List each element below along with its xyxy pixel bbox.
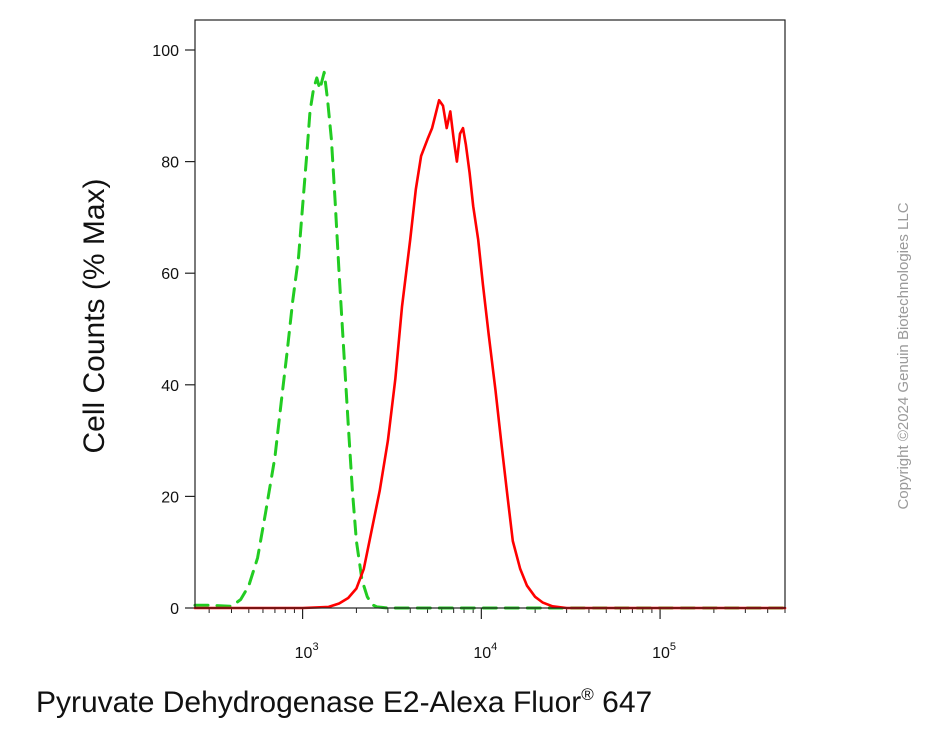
plot-frame — [194, 19, 786, 609]
series-line-1 — [193, 70, 787, 610]
x-tick-label: 105 — [652, 641, 676, 662]
y-tick-label: 40 — [161, 378, 179, 395]
y-axis-ticks: 0 20 40 60 80 100 — [152, 43, 195, 618]
histogram-series — [193, 70, 787, 610]
y-axis-title: Cell Counts (% Max) — [78, 178, 111, 453]
x-tick-label: 103 — [295, 641, 319, 662]
y-tick-label: 60 — [161, 266, 179, 283]
x-tick-label: 104 — [473, 641, 497, 662]
y-tick-label: 100 — [152, 43, 179, 60]
copyright-watermark: Copyright ©2024 Genuin Biotechnologies L… — [895, 202, 912, 509]
x-axis-title-suffix: 647 — [602, 686, 652, 719]
x-axis-ticks: 103 104 105 — [208, 608, 786, 662]
series-line-2 — [193, 98, 787, 610]
x-axis-title-registered-mark: ® — [581, 685, 594, 704]
x-axis-title-space — [594, 686, 602, 719]
x-axis-title: Pyruvate Dehydrogenase E2-Alexa Fluor® 6… — [36, 685, 652, 719]
y-tick-label: 20 — [161, 489, 179, 506]
x-axis-title-main: Pyruvate Dehydrogenase E2-Alexa Fluor — [36, 686, 581, 719]
y-tick-label: 80 — [161, 155, 179, 172]
y-tick-label: 0 — [170, 601, 179, 618]
